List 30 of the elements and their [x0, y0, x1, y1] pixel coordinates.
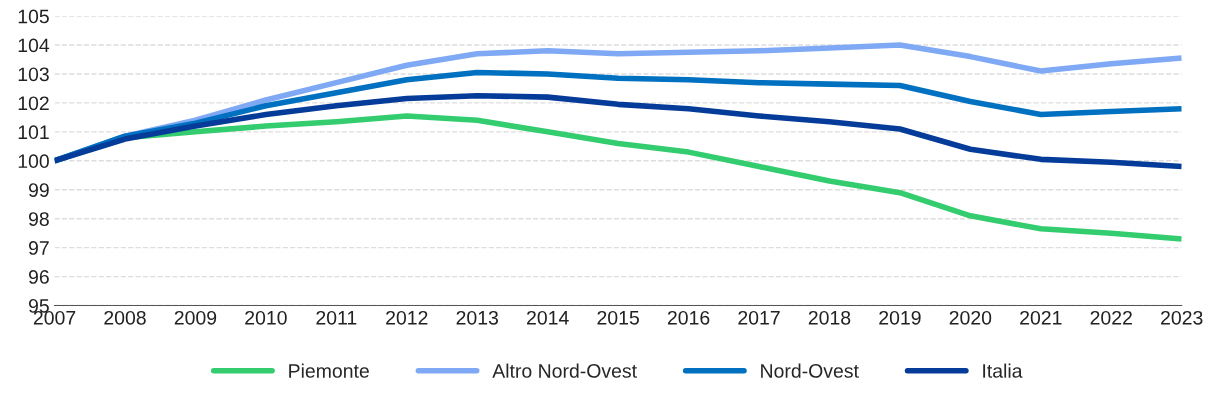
y-tick-label: 102: [18, 96, 49, 111]
y-tick-label: 105: [18, 9, 49, 24]
legend-label: Piemonte: [289, 363, 369, 378]
x-tick-label: 2017: [738, 310, 780, 325]
y-tick-label: 103: [18, 67, 49, 82]
y-tick-label: 98: [28, 212, 49, 226]
x-tick-label: 2022: [1090, 310, 1132, 325]
y-tick-label: 99: [28, 183, 49, 197]
y-tick-label: 104: [18, 38, 50, 53]
x-tick-label: 2018: [808, 310, 851, 325]
x-tick-label: 2011: [316, 310, 357, 325]
legend-label: Nord-Ovest: [761, 363, 859, 378]
x-tick-label: 2023: [1161, 310, 1203, 325]
y-tick-label: 100: [18, 154, 49, 169]
legend-label: Italia: [983, 363, 1023, 378]
x-tick-label: 2014: [527, 310, 569, 325]
x-tick-label: 2013: [456, 310, 498, 325]
x-tick-label: 2010: [245, 310, 287, 325]
x-tick-label: 2016: [667, 310, 710, 325]
x-tick-label: 2012: [386, 310, 428, 325]
x-tick-label: 2009: [174, 310, 217, 325]
x-tick-label: 2008: [104, 310, 146, 325]
y-tick-label: 96: [28, 270, 49, 284]
y-tick-label: 97: [28, 241, 49, 255]
x-tick-label: 2021: [1020, 310, 1062, 325]
x-tick-label: 2015: [597, 310, 639, 325]
legend-label: Altro Nord-Ovest: [492, 363, 637, 378]
x-tick-label: 2019: [879, 310, 921, 325]
x-tick-label: 2020: [949, 310, 992, 325]
y-tick-label: 101: [18, 125, 49, 140]
